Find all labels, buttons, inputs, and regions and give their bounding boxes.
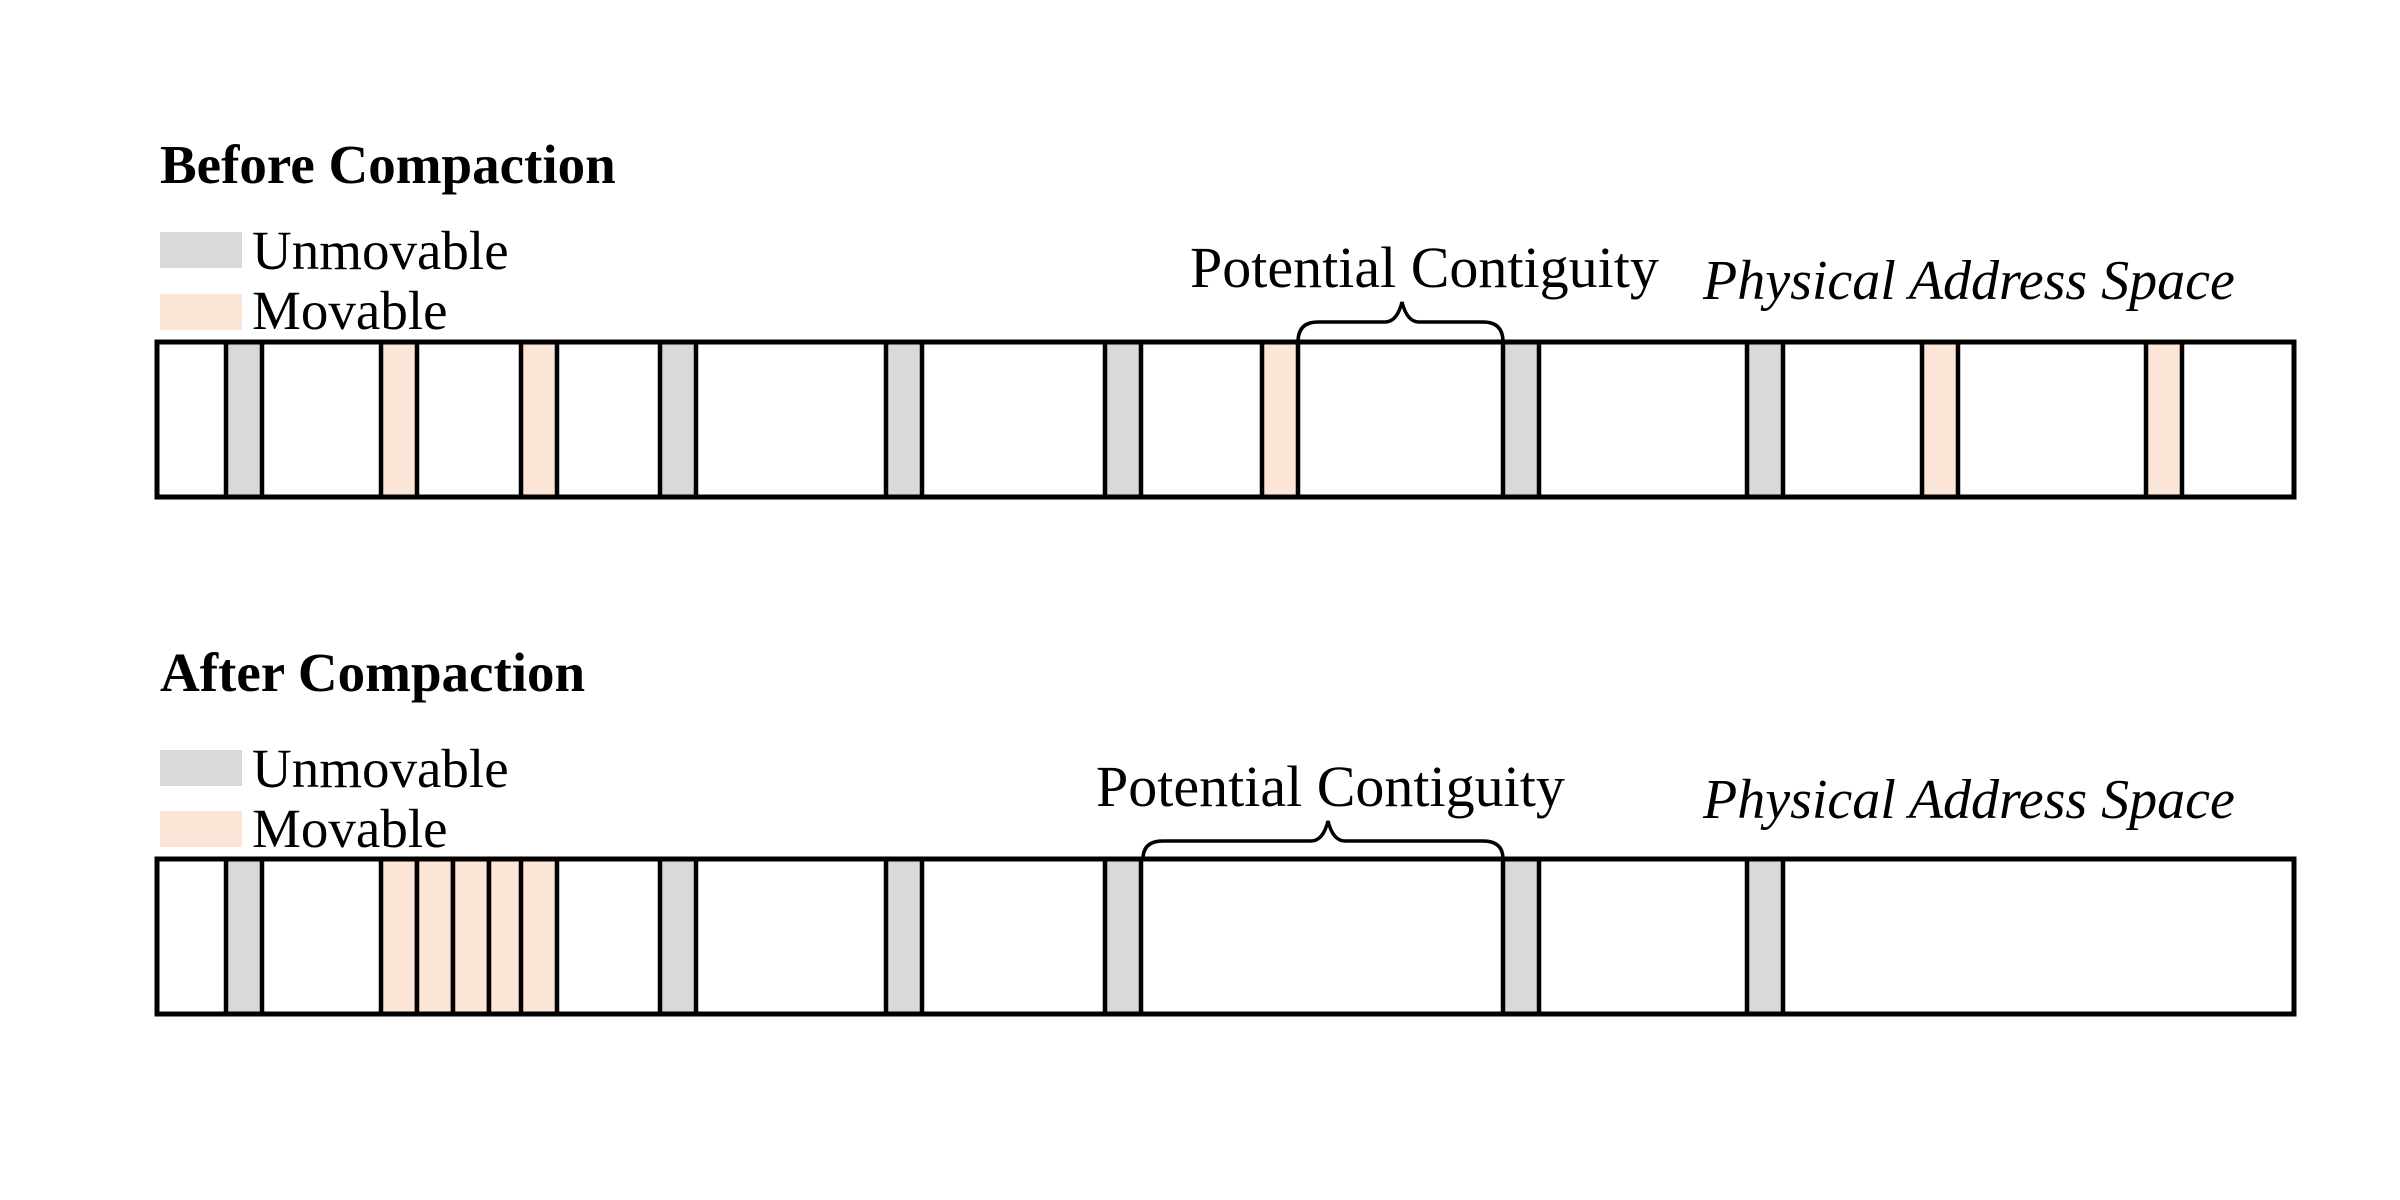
legend-movable-label: Movable bbox=[252, 798, 448, 859]
memory-block-movable bbox=[378, 339, 420, 500]
memory-block-movable bbox=[450, 856, 492, 1017]
panel-title: Before Compaction bbox=[160, 134, 616, 195]
memory-block-movable bbox=[1259, 339, 1301, 500]
legend-movable-swatch bbox=[160, 294, 242, 330]
address-space-outline bbox=[154, 339, 2297, 500]
legend-unmovable-label: Unmovable bbox=[252, 738, 509, 799]
potential-contiguity-label: Potential Contiguity bbox=[1190, 235, 1659, 300]
panel-before: Before Compaction Unmovable Movable Pote… bbox=[154, 134, 2297, 500]
memory-block-movable bbox=[2143, 339, 2185, 500]
memory-block-movable bbox=[518, 339, 560, 500]
memory-block-movable bbox=[518, 856, 560, 1017]
address-space-bar bbox=[154, 339, 2297, 500]
memory-block-unmovable bbox=[1500, 339, 1542, 500]
memory-block-movable bbox=[414, 856, 456, 1017]
memory-block-movable bbox=[1919, 339, 1961, 500]
physical-address-space-label: Physical Address Space bbox=[1702, 250, 2235, 312]
memory-block-unmovable bbox=[1102, 856, 1144, 1017]
memory-block-unmovable bbox=[1500, 856, 1542, 1017]
memory-block-movable bbox=[378, 856, 420, 1017]
memory-block-unmovable bbox=[223, 339, 265, 500]
potential-contiguity-label: Potential Contiguity bbox=[1096, 754, 1565, 819]
memory-block-unmovable bbox=[1744, 856, 1786, 1017]
panel-title: After Compaction bbox=[160, 642, 585, 703]
memory-block-unmovable bbox=[1102, 339, 1144, 500]
memory-block-unmovable bbox=[223, 856, 265, 1017]
memory-block-unmovable bbox=[883, 339, 925, 500]
legend-unmovable-label: Unmovable bbox=[252, 220, 509, 281]
memory-block-unmovable bbox=[657, 339, 699, 500]
physical-address-space-label: Physical Address Space bbox=[1702, 769, 2235, 831]
memory-block-unmovable bbox=[657, 856, 699, 1017]
potential-contiguity-brace bbox=[1296, 301, 1505, 343]
address-space-outline bbox=[154, 856, 2297, 1017]
legend-unmovable-swatch bbox=[160, 750, 242, 786]
legend-unmovable-swatch bbox=[160, 232, 242, 268]
legend-movable-label: Movable bbox=[252, 280, 448, 341]
legend-movable-swatch bbox=[160, 811, 242, 847]
address-space-bar bbox=[154, 856, 2297, 1017]
panel-after: After Compaction Unmovable Movable Poten… bbox=[154, 642, 2297, 1017]
memory-block-unmovable bbox=[1744, 339, 1786, 500]
potential-contiguity-brace bbox=[1141, 820, 1505, 860]
memory-block-unmovable bbox=[883, 856, 925, 1017]
